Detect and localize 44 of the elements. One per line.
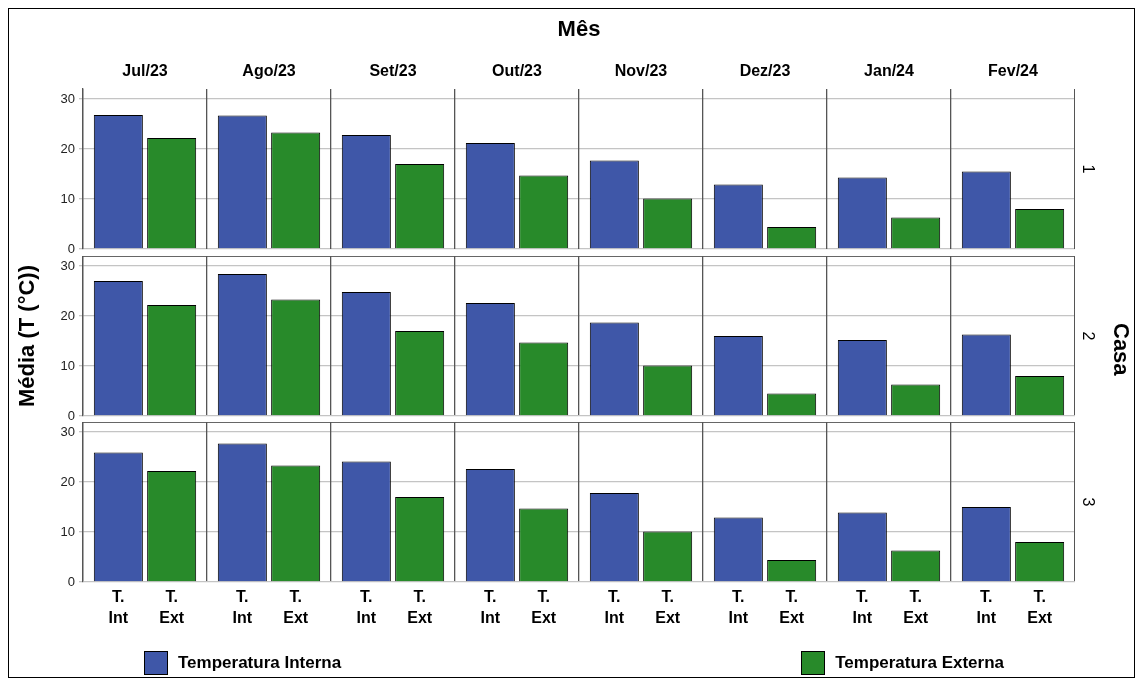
- text: T. Ext: [531, 588, 557, 627]
- y-tick-label: 30: [60, 90, 75, 106]
- y-tick-label: 30: [60, 423, 75, 439]
- x-tick-label: Jan/24: [864, 61, 915, 79]
- y-tick-label: 20: [60, 307, 75, 323]
- text: T. Ext: [779, 588, 805, 627]
- y-tick-label: 20: [60, 140, 75, 156]
- text: T. Int: [852, 588, 873, 627]
- text: 3: [1079, 496, 1098, 509]
- y-tick-label: 0: [67, 240, 75, 256]
- text: T. Ext: [1027, 588, 1053, 627]
- text: T. Int: [232, 588, 253, 627]
- text: T. Int: [728, 588, 749, 627]
- text: 1: [1079, 163, 1098, 176]
- y-tick-label: 0: [67, 573, 75, 589]
- x-tick-label: Set/23: [369, 61, 417, 79]
- y-axis-title: Média (T (°C)): [14, 263, 40, 409]
- y-tick-label: 0: [67, 407, 75, 423]
- text: T. Ext: [283, 588, 309, 627]
- text: T. Int: [976, 588, 997, 627]
- text: T. Int: [604, 588, 625, 627]
- y-tick-label: 10: [60, 523, 75, 539]
- x-tick-label: Out/23: [492, 61, 542, 79]
- x-tick-label: Dez/23: [739, 61, 791, 79]
- y-tick-label: 10: [60, 190, 75, 206]
- x-axis-title: Mês: [557, 16, 601, 42]
- text: T. Int: [108, 588, 129, 627]
- text: T. Int: [480, 588, 501, 627]
- y-tick-label: 30: [60, 257, 75, 273]
- legend-label: Temperatura Externa: [835, 653, 1004, 673]
- legend-label: Temperatura Interna: [178, 653, 342, 673]
- x-tick-label: Jul/23: [122, 61, 168, 79]
- text: 2: [1079, 330, 1098, 342]
- text: T. Ext: [903, 588, 929, 627]
- text: Casa: [1108, 322, 1134, 376]
- y-tick-label: 20: [60, 473, 75, 489]
- text: T. Ext: [407, 588, 433, 627]
- text: T. Int: [356, 588, 377, 627]
- text: T. Ext: [159, 588, 185, 627]
- text: T. Ext: [655, 588, 681, 627]
- x-tick-label: Ago/23: [242, 61, 296, 79]
- x-tick-label: Nov/23: [614, 61, 668, 79]
- x-tick-label: Fev/24: [988, 61, 1039, 79]
- y-tick-label: 10: [60, 357, 75, 373]
